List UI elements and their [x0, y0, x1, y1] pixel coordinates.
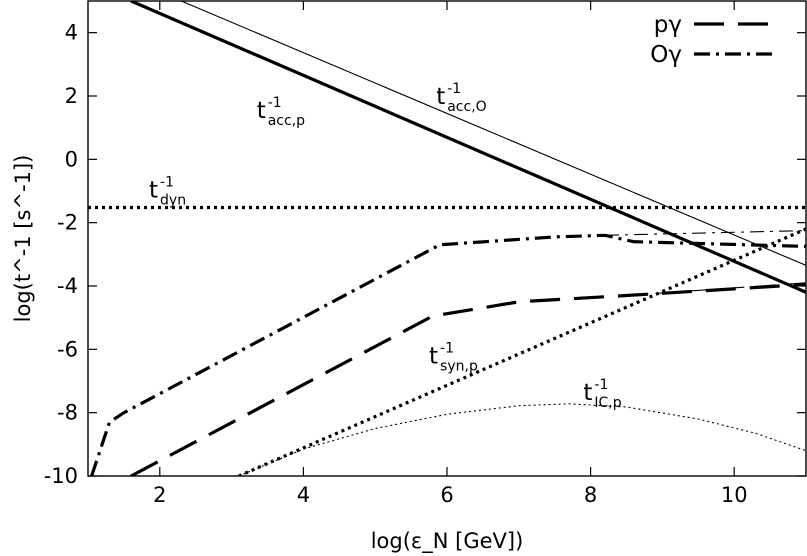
legend-label: Oγ — [650, 42, 682, 68]
curve-label-main: t — [429, 344, 438, 370]
x-axis-title: log(ε_N [GeV]) — [371, 529, 524, 554]
curve-label-main: t — [257, 98, 266, 124]
legend-label: pγ — [654, 12, 682, 38]
curve-label-sup: -1 — [268, 95, 282, 111]
y-tick-label: 2 — [65, 84, 78, 108]
curve-label-sup: -1 — [440, 341, 454, 357]
legend: pγ Oγ — [650, 12, 775, 68]
curve-label-synp: t -1 syn,p — [429, 341, 478, 375]
y-tick-label: -10 — [44, 464, 78, 488]
curve-label-main: t — [436, 84, 445, 110]
curve-label-sup: -1 — [160, 174, 174, 190]
curve-label-sup: -1 — [447, 81, 461, 97]
x-tick-label: 8 — [584, 483, 597, 507]
y-tick-label: -8 — [57, 401, 78, 425]
series-line-1 — [626, 282, 806, 297]
ticks-layer: 2 4 6 8 10 4 2 0 -2 -4 -6 -8 -10 — [44, 1, 806, 507]
curve-label-sub: dyn — [160, 192, 186, 208]
y-tick-label: -2 — [57, 211, 78, 235]
legend-item: Oγ — [650, 42, 775, 68]
x-tick-label: 10 — [721, 483, 748, 507]
series-line-2 — [90, 233, 806, 476]
curves-layer — [88, 1, 806, 476]
series-line-8 — [238, 403, 806, 476]
curve-label-accp: t -1 acc,p — [257, 95, 305, 129]
curve-label-acco: t -1 acc,O — [436, 81, 486, 115]
curve-label-sub: syn,p — [440, 359, 478, 375]
curve-label-sub: acc,p — [268, 113, 305, 129]
series-line-5 — [181, 1, 806, 266]
curve-label-sup: -1 — [594, 377, 608, 393]
series-line-4 — [130, 1, 806, 294]
curve-label-main: t — [149, 177, 158, 203]
curve-label-sub: IC,p — [594, 395, 621, 411]
curve-label-icp: t -1 IC,p — [583, 377, 621, 411]
y-axis-title: log(t^-1 [s^-1]) — [11, 155, 35, 323]
series-line-0 — [130, 282, 806, 476]
y-tick-label: -4 — [57, 274, 78, 298]
curve-label-sub: acc,O — [447, 99, 486, 115]
y-tick-label: -6 — [57, 337, 78, 361]
curve-label-dyn: t -1 dyn — [149, 174, 186, 208]
x-tick-label: 6 — [440, 483, 453, 507]
x-tick-label: 4 — [297, 483, 310, 507]
curve-label-main: t — [583, 380, 592, 406]
y-tick-label: 0 — [65, 147, 78, 171]
x-tick-label: 2 — [153, 483, 166, 507]
series-line-7 — [238, 227, 806, 476]
y-tick-label: 4 — [65, 21, 78, 45]
series-line-3 — [604, 230, 806, 236]
legend-item: pγ — [654, 12, 775, 38]
